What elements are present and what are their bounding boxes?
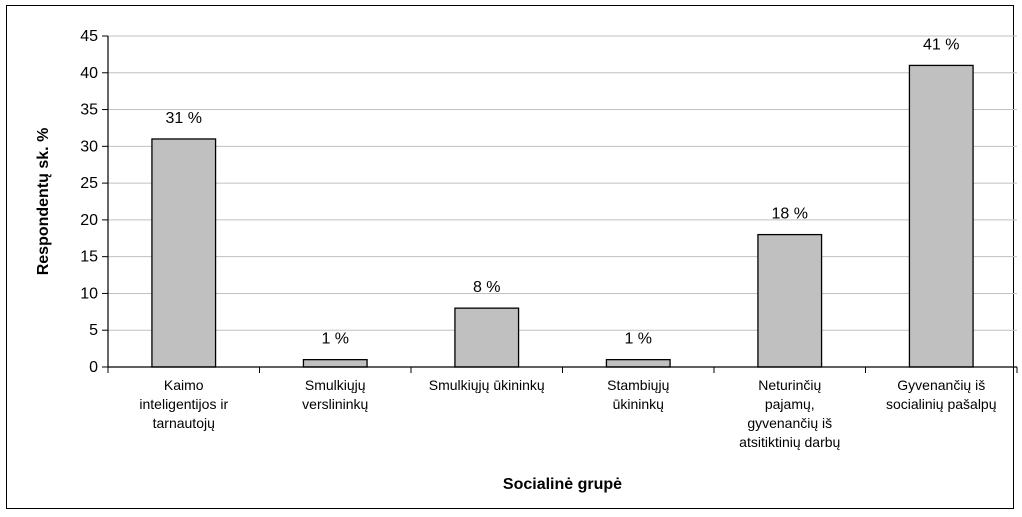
grid-lines — [108, 35, 1017, 331]
y-axis-title: Respondentų sk. % — [35, 128, 52, 276]
y-tick-label: 45 — [80, 28, 98, 45]
x-category-label: Smulkiųjų ūkininkų — [429, 377, 545, 393]
bar — [908, 64, 974, 368]
bars — [151, 64, 974, 368]
bar — [151, 138, 217, 368]
x-category-label: Gyvenančių iš socialinių pašalpų — [886, 377, 997, 412]
axes — [102, 35, 1018, 373]
y-tick-label: 10 — [80, 285, 98, 302]
bar — [757, 233, 823, 368]
y-tick-labels: 0 5 10 15 20 25 30 35 40 45 — [80, 28, 98, 376]
bar — [454, 307, 520, 368]
y-tick-label: 15 — [80, 249, 98, 266]
x-axis-title: Socialinė grupė — [503, 476, 622, 493]
data-label: 31 % — [166, 110, 202, 127]
y-tick-label: 25 — [80, 175, 98, 192]
y-tick-label: 40 — [80, 65, 98, 82]
x-category-label: Kaimo inteligentijos ir tarnautojų — [139, 377, 228, 431]
x-category-labels: Kaimo inteligentijos ir tarnautojų Smulkiųj… — [139, 377, 996, 450]
x-category-label: Stambiųjų ūkininkų — [607, 377, 669, 412]
y-tick-label: 30 — [80, 138, 98, 155]
data-label: 1 % — [321, 331, 349, 348]
y-tick-label: 0 — [89, 359, 98, 376]
x-category-label: Neturinčių pajamų, gyvenančių iš atsitiktin… — [739, 377, 840, 450]
data-label: 18 % — [772, 206, 808, 223]
data-labels: 31 % 1 % 8 % 1 % 18 % 41 % — [166, 36, 960, 347]
bar — [302, 358, 368, 368]
x-category-label: Smulkiųjų verslininkų — [302, 377, 368, 412]
bar — [605, 358, 671, 368]
data-label: 1 % — [624, 331, 652, 348]
y-tick-label: 20 — [80, 212, 98, 229]
y-tick-label: 35 — [80, 102, 98, 119]
y-tick-label: 5 — [89, 322, 98, 339]
data-label: 41 % — [923, 36, 959, 53]
data-label: 8 % — [473, 279, 501, 296]
